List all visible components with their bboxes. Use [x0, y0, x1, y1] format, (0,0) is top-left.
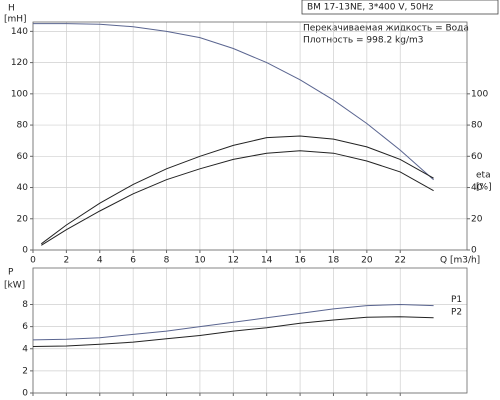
y-tick-label: 6 — [22, 322, 28, 332]
y-tick-label: 120 — [11, 58, 28, 68]
y-tick-label: 100 — [11, 89, 28, 99]
y2-tick-label: 80 — [471, 121, 483, 131]
y2-tick-label: 20 — [471, 214, 483, 224]
x-tick-label: 22 — [395, 256, 406, 266]
y-tick-label: 20 — [17, 214, 29, 224]
y2-tick-label: 60 — [471, 152, 483, 162]
y-tick-label: 8 — [22, 300, 28, 310]
y-tick-label: 140 — [11, 27, 28, 37]
x-tick-label: 4 — [97, 256, 103, 266]
x-tick-label: 0 — [30, 256, 36, 266]
x-tick-label: 12 — [228, 256, 239, 266]
y-axis-label: P — [8, 268, 14, 278]
y-tick-label: 0 — [22, 389, 28, 399]
chart-title: BM 17-13NE, 3*400 V, 50Hz — [307, 3, 433, 13]
x-tick-label: 18 — [328, 256, 340, 266]
y-tick-label: 4 — [22, 344, 28, 354]
x-tick-label: 20 — [361, 256, 373, 266]
y2-axis-label: eta — [476, 171, 491, 181]
curve — [32, 303, 434, 341]
plot-frame — [32, 21, 468, 251]
x-axis-label: Q [m3/h] — [440, 256, 480, 266]
x-tick-label: 16 — [294, 256, 306, 266]
title-box — [301, 0, 499, 15]
annotation: Плотность = 998.2 kg/m3 — [303, 36, 424, 46]
y2-tick-label: 0 — [471, 246, 477, 256]
y-axis-unit: [mH] — [4, 15, 27, 25]
series-label: P1 — [451, 295, 462, 305]
y-tick-label: 0 — [22, 246, 28, 256]
y2-axis-unit: [%] — [476, 183, 492, 193]
y2-tick-label: 40 — [471, 183, 483, 193]
x-tick-label: 14 — [261, 256, 273, 266]
y2-tick-label: 100 — [471, 89, 488, 99]
annotation: Перекачиваемая жидкость = Вода — [303, 24, 469, 34]
series-label: P2 — [451, 307, 462, 317]
y-axis-label: H — [8, 4, 15, 14]
x-tick-label: 2 — [64, 256, 70, 266]
plot-frame — [32, 267, 468, 394]
x-tick-label: 8 — [164, 256, 170, 266]
curve — [41, 135, 434, 245]
y-tick-label: 2 — [22, 366, 28, 376]
y-axis-unit: [kW] — [4, 281, 25, 291]
curve — [41, 150, 434, 246]
y-tick-label: 80 — [17, 121, 29, 131]
y-tick-label: 40 — [17, 183, 29, 193]
curve — [32, 316, 434, 347]
curve — [33, 23, 434, 181]
x-tick-label: 6 — [130, 256, 136, 266]
x-tick-label: 10 — [194, 256, 206, 266]
y-tick-label: 60 — [17, 152, 29, 162]
